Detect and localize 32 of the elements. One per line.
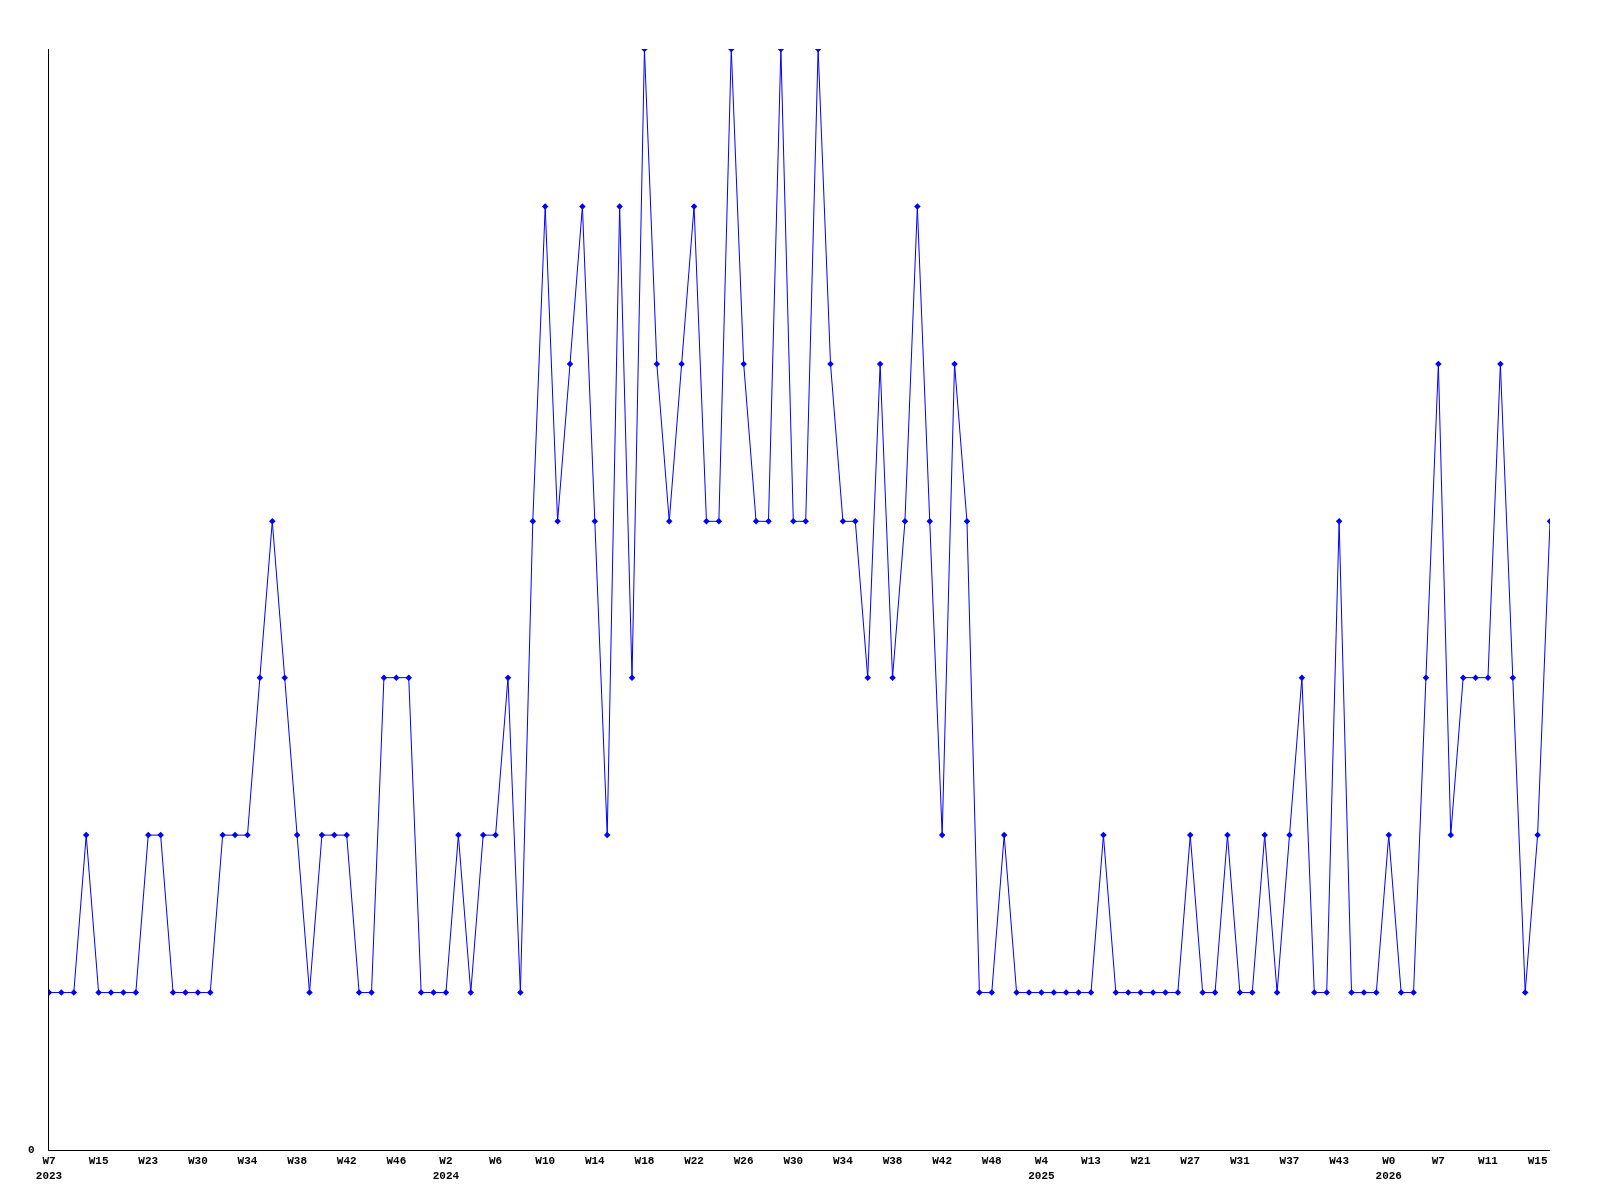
x-tick-label: W2 2024 xyxy=(432,1155,460,1182)
x-tick-label: W30 xyxy=(187,1155,208,1168)
text: 0 xyxy=(28,1144,35,1156)
x-tick-label: W7 2023 xyxy=(35,1155,63,1182)
x-tick-label: W34 xyxy=(833,1155,854,1168)
x-tick-label: W37 xyxy=(1279,1155,1300,1168)
x-tick-label: W7 xyxy=(1431,1155,1445,1168)
x-tick-label: W31 xyxy=(1229,1155,1251,1168)
x-tick-label: W15 xyxy=(88,1155,109,1168)
x-tick-label: W42 xyxy=(932,1155,953,1168)
x-tick-label: W46 xyxy=(386,1155,407,1168)
x-tick-label: W18 xyxy=(634,1155,655,1168)
x-tick-label: W10 xyxy=(535,1155,556,1168)
x-tick-label: W43 xyxy=(1329,1155,1350,1168)
x-tick-label: W42 xyxy=(336,1155,357,1168)
x-tick-label: W14 xyxy=(584,1155,606,1168)
x-tick-label: W34 xyxy=(237,1155,258,1168)
x-tick-label: W11 xyxy=(1478,1155,1499,1168)
x-tick-label: W38 xyxy=(287,1155,308,1168)
x-tick-label: W27 xyxy=(1180,1155,1201,1168)
x-tick-label: W23 xyxy=(138,1155,159,1168)
x-tick-label: W21 xyxy=(1130,1155,1151,1168)
x-tick-label: W22 xyxy=(684,1155,704,1168)
x-tick-label: W4 2025 xyxy=(1028,1155,1055,1182)
x-tick-label: W6 xyxy=(488,1155,503,1168)
x-tick-label: W48 xyxy=(981,1155,1003,1168)
x-tick-label: W26 xyxy=(733,1155,754,1168)
x-tick-label: W15 xyxy=(1527,1155,1548,1168)
x-tick-label: W13 xyxy=(1081,1155,1102,1168)
x-tick-label: W0 2026 xyxy=(1375,1155,1402,1182)
x-tick-label: W30 xyxy=(783,1155,804,1168)
x-tick-label: W38 xyxy=(882,1155,903,1168)
